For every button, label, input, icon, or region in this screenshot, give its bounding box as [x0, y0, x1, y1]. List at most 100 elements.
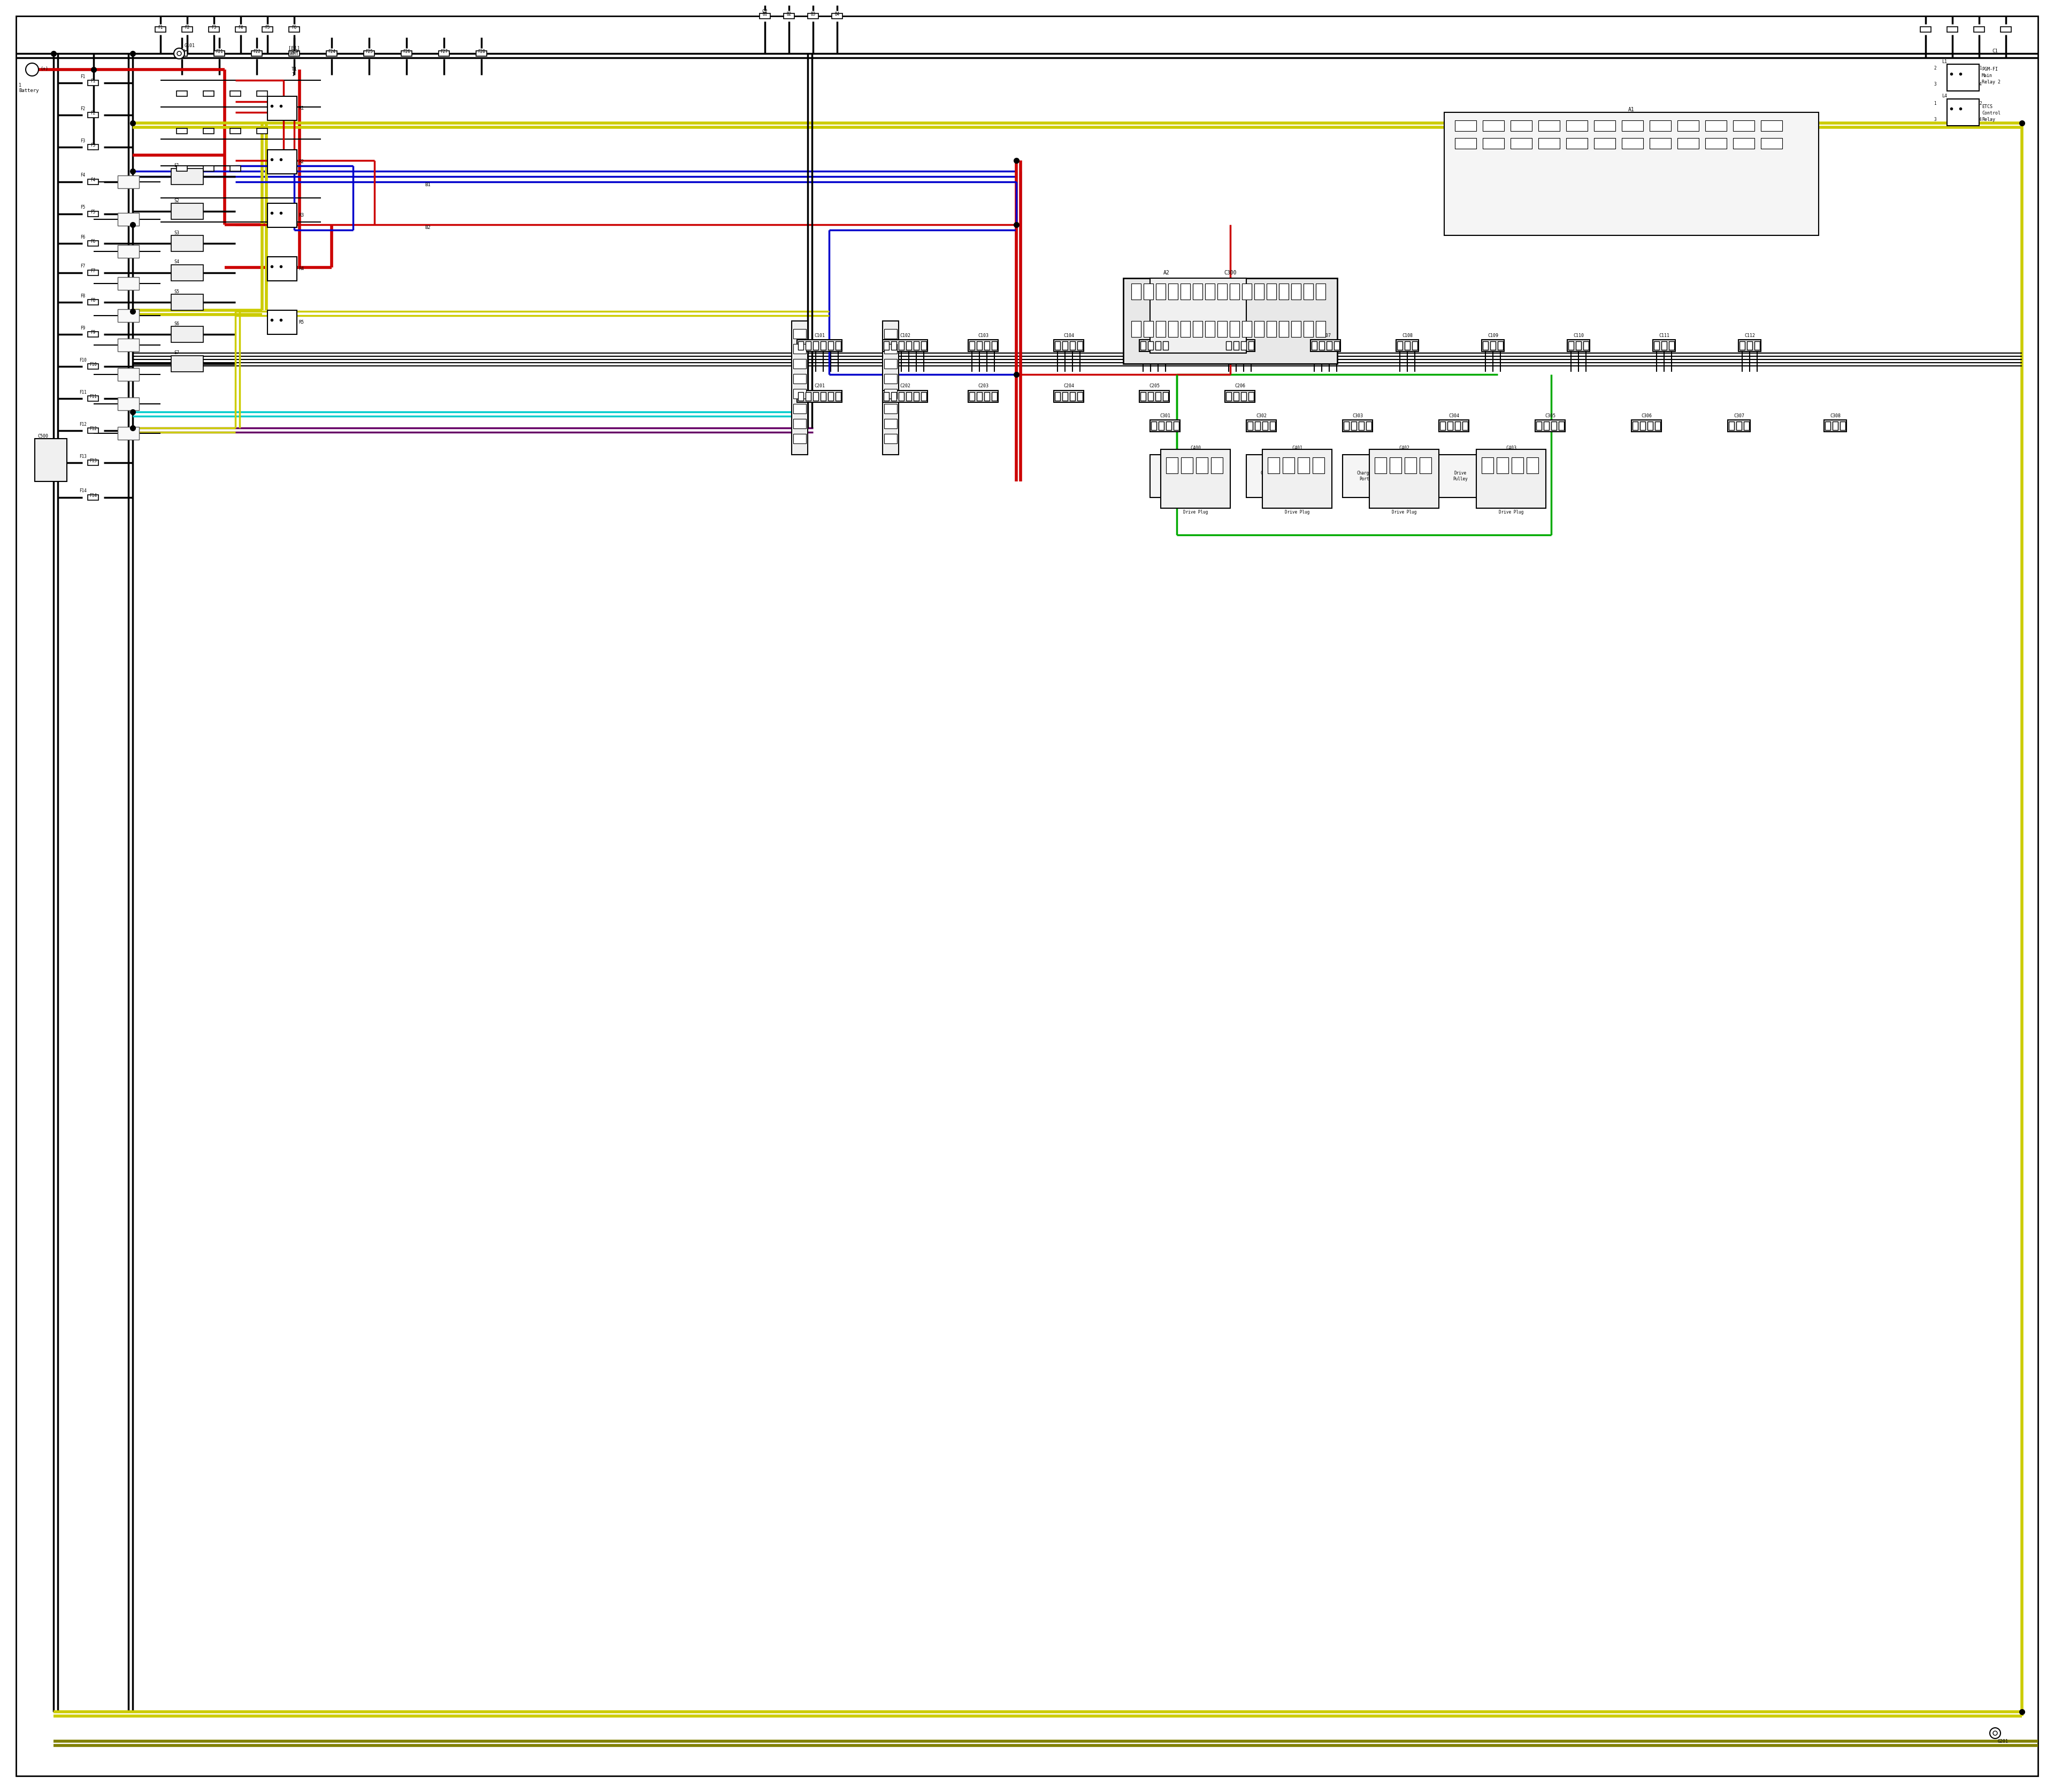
Bar [1144, 321, 1152, 337]
Bar [1649, 120, 1672, 131]
Bar [807, 13, 817, 18]
Text: F8: F8 [80, 294, 86, 297]
Text: 9: 9 [1234, 290, 1237, 292]
Bar [1313, 457, 1325, 473]
Text: 8: 8 [1660, 124, 1662, 127]
Text: R3: R3 [298, 213, 304, 217]
Bar [793, 419, 805, 428]
Text: 13: 13 [1462, 142, 1469, 145]
Bar [1705, 120, 1727, 131]
Text: C202: C202 [900, 383, 910, 389]
Bar [170, 294, 203, 310]
Text: 3: 3 [1202, 464, 1204, 468]
Text: 8: 8 [1222, 290, 1224, 292]
Bar [477, 50, 487, 56]
Text: 1: 1 [18, 82, 21, 88]
Bar [1538, 138, 1559, 149]
Circle shape [177, 52, 181, 56]
Bar [1413, 340, 1417, 349]
Bar [1653, 340, 1660, 349]
Text: C402: C402 [1399, 446, 1409, 450]
Bar [1247, 455, 1290, 498]
Text: 4: 4 [1980, 82, 1982, 88]
Bar [1623, 120, 1643, 131]
Text: 3: 3 [1161, 290, 1163, 292]
Text: F6: F6 [80, 235, 86, 240]
Text: C500: C500 [37, 434, 47, 439]
Text: C101: C101 [813, 333, 826, 339]
Text: F12: F12 [90, 426, 97, 432]
Text: B4: B4 [834, 13, 840, 16]
Text: 1: 1 [1380, 464, 1382, 468]
Bar [1154, 392, 1161, 401]
Bar [1076, 340, 1082, 349]
Bar [906, 340, 912, 349]
Bar [1569, 340, 1573, 349]
Bar [1510, 138, 1532, 149]
Text: F13: F13 [80, 453, 86, 459]
Bar [1462, 421, 1469, 430]
Bar [1440, 419, 1469, 432]
Bar [1826, 421, 1830, 430]
Bar [1974, 27, 1984, 32]
Text: 4: 4 [1216, 464, 1218, 468]
Text: 1: 1 [1171, 464, 1173, 468]
Bar [883, 391, 928, 401]
Bar [1668, 340, 1674, 349]
Text: F1: F1 [90, 79, 97, 84]
Bar [785, 13, 795, 18]
Bar [1738, 340, 1760, 351]
Text: 21: 21 [1686, 142, 1690, 145]
Bar [1352, 421, 1356, 430]
Bar [1633, 421, 1637, 430]
Text: Relay 2: Relay 2 [1982, 81, 2001, 84]
Bar [914, 340, 918, 349]
Bar [170, 265, 203, 281]
Text: 24: 24 [1220, 328, 1224, 330]
Bar [1594, 120, 1614, 131]
Bar [1510, 120, 1532, 131]
Text: 9: 9 [1686, 124, 1688, 127]
Bar [1317, 321, 1325, 337]
Bar [978, 392, 982, 401]
Text: C1: C1 [1992, 48, 1999, 54]
Bar [1559, 421, 1563, 430]
Text: C103: C103 [978, 333, 988, 339]
Text: C301: C301 [1161, 414, 1171, 418]
Bar [1132, 283, 1140, 299]
Text: F4: F4 [80, 174, 86, 177]
Bar [1169, 283, 1177, 299]
Bar [440, 50, 450, 56]
Text: 1: 1 [1980, 66, 1982, 72]
Bar [230, 129, 240, 134]
Text: Drive
Pulley: Drive Pulley [1452, 471, 1469, 482]
Bar [183, 27, 193, 32]
Text: S6: S6 [175, 321, 179, 326]
Bar [1678, 120, 1699, 131]
Text: F6: F6 [90, 238, 97, 244]
Text: C108: C108 [1403, 333, 1413, 339]
Bar [230, 91, 240, 97]
Bar [805, 392, 811, 401]
Bar [117, 426, 140, 439]
Bar [177, 167, 187, 172]
Bar [1662, 340, 1666, 349]
Bar [1734, 120, 1754, 131]
Bar [1054, 340, 1085, 351]
Text: 5: 5 [889, 392, 891, 396]
Bar [805, 340, 811, 349]
Bar [203, 129, 214, 134]
Bar [1150, 419, 1179, 432]
Bar [88, 145, 99, 151]
Text: 1: 1 [1487, 464, 1489, 468]
Text: R4: R4 [298, 267, 304, 271]
Bar [1255, 283, 1263, 299]
Text: (+): (+) [41, 66, 47, 72]
Text: 19: 19 [1631, 142, 1635, 145]
Bar [1454, 421, 1460, 430]
Bar [1754, 340, 1760, 349]
Text: 17: 17 [1134, 328, 1138, 330]
Text: F23: F23 [290, 48, 298, 54]
Text: 17: 17 [1575, 142, 1580, 145]
Text: 2: 2 [1501, 464, 1504, 468]
